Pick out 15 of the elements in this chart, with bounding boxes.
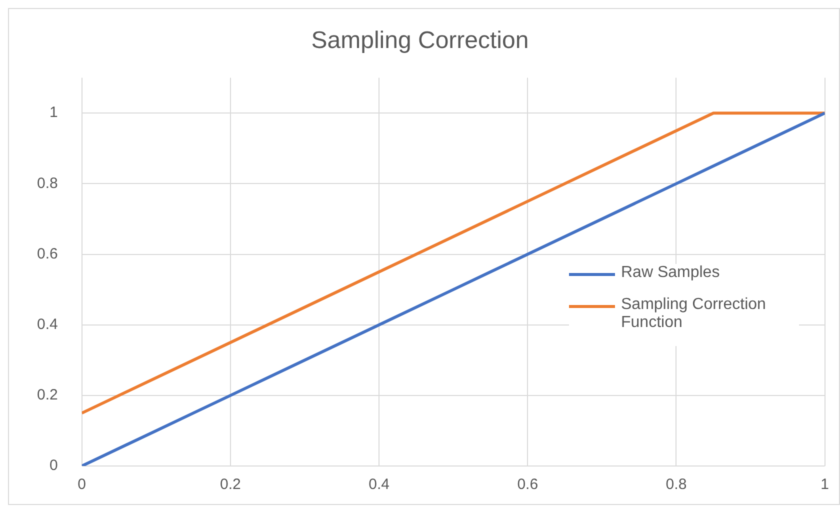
x-tick-label: 0.2 — [220, 476, 241, 494]
y-tick-label: 0.8 — [36, 174, 58, 192]
y-tick-label: 1 — [50, 104, 58, 122]
x-tick-label: 1 — [820, 476, 829, 494]
legend-label: Raw Samples — [621, 264, 720, 282]
x-tick-label: 0.6 — [517, 476, 538, 494]
chart-title: Sampling Correction — [311, 27, 529, 54]
x-tick-label: 0 — [78, 476, 86, 494]
y-tick-label: 0.4 — [36, 316, 58, 333]
x-tick-label: 0.8 — [666, 476, 687, 494]
legend-label: Sampling Correction Function — [621, 296, 767, 332]
y-tick-label: 0.2 — [36, 386, 58, 404]
x-tick-label: 0.4 — [368, 476, 390, 494]
y-tick-label: 0.6 — [36, 245, 58, 262]
y-tick-label: 0 — [50, 457, 58, 474]
